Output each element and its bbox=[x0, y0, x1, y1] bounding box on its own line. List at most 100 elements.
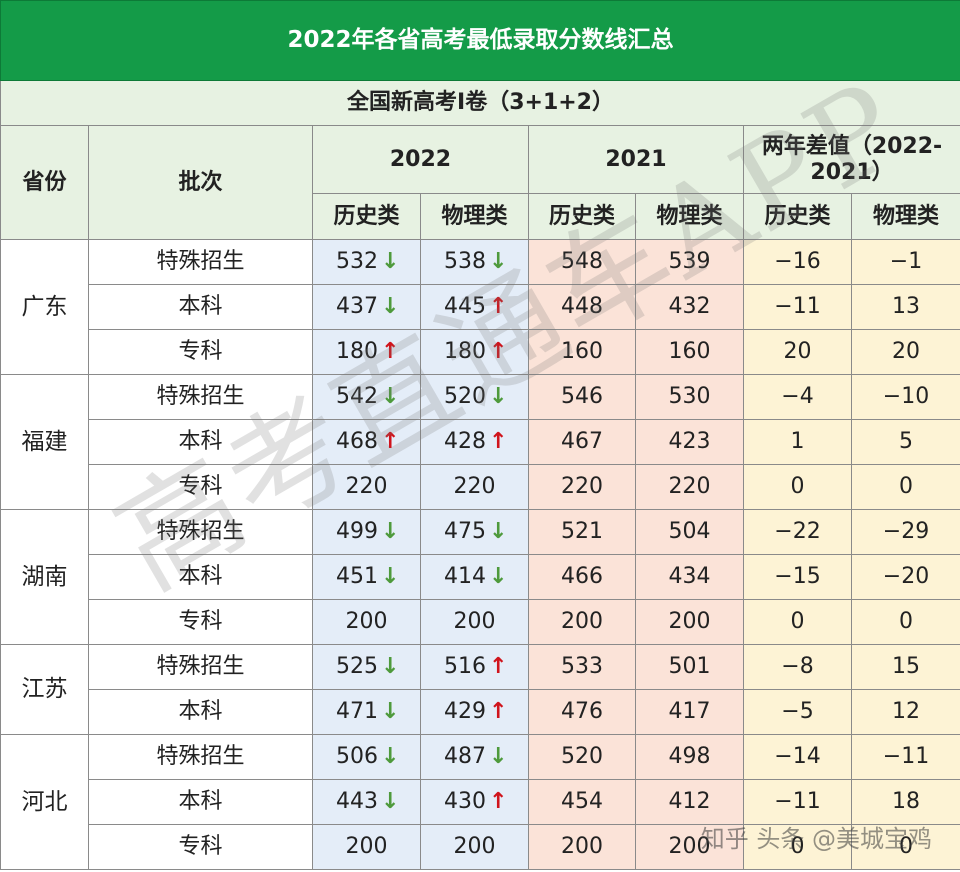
history-2021-cell: 448 bbox=[528, 284, 636, 330]
history-diff-cell: 0 bbox=[743, 824, 852, 870]
score-value: 443 bbox=[336, 789, 378, 815]
physics-2022-cell: 200 bbox=[420, 599, 529, 645]
physics-2021-cell: 504 bbox=[635, 509, 744, 555]
table-row: 河北 特殊招生 506 ↓ 487 ↓ 520 498 −14 −11 bbox=[0, 734, 960, 870]
history-2022-cell: 437 ↓ bbox=[312, 284, 421, 330]
physics-2021-cell: 432 bbox=[635, 284, 744, 330]
history-2022-cell: 220 bbox=[312, 464, 421, 510]
batch-header: 批次 bbox=[88, 125, 313, 240]
arrow-down-icon: ↓ bbox=[381, 699, 400, 725]
difference-header: 两年差值（2022-2021） bbox=[742, 125, 960, 194]
physics-2022-cell: 516 ↑ bbox=[420, 644, 529, 690]
batch-cell: 本科 bbox=[88, 689, 313, 735]
history-2022-cell: 471 ↓ bbox=[312, 689, 421, 735]
arrow-down-icon: ↓ bbox=[381, 564, 400, 590]
physics-2021-cell: 417 bbox=[635, 689, 744, 735]
physics-2022-cell: 430 ↑ bbox=[420, 779, 529, 825]
arrow-down-icon: ↓ bbox=[489, 744, 508, 770]
score-value: 516 bbox=[444, 654, 486, 680]
physics-2022-cell: 487 ↓ bbox=[420, 734, 529, 780]
physics-2021-cell: 539 bbox=[635, 239, 744, 285]
physics-2022-header: 物理类 bbox=[420, 193, 529, 240]
province-header: 省份 bbox=[0, 125, 89, 240]
score-value: 451 bbox=[336, 564, 378, 590]
arrow-down-icon: ↓ bbox=[381, 789, 400, 815]
table-row: 本科 437 ↓ 445 ↑ 448 432 −11 13 bbox=[1, 284, 960, 330]
table-row: 福建 特殊招生 542 ↓ 520 ↓ 546 530 −4 −10 bbox=[0, 374, 960, 510]
arrow-down-icon: ↓ bbox=[381, 654, 400, 680]
table-row: 专科 180 ↑ 180 ↑ 160 160 20 20 bbox=[1, 329, 960, 375]
province-name-cell: 湖南 bbox=[0, 509, 89, 645]
history-diff-cell: 0 bbox=[743, 464, 852, 510]
history-2021-cell: 520 bbox=[528, 734, 636, 780]
table-row: 专科 200 200 200 200 0 0 bbox=[1, 824, 960, 870]
history-2022-cell: 200 bbox=[312, 599, 421, 645]
score-value: 200 bbox=[453, 609, 496, 635]
history-2021-cell: 533 bbox=[528, 644, 636, 690]
physics-2022-cell: 200 bbox=[420, 824, 529, 870]
score-value: 532 bbox=[336, 249, 378, 275]
score-value: 538 bbox=[444, 249, 486, 275]
physics-2021-cell: 200 bbox=[635, 824, 744, 870]
arrow-down-icon: ↓ bbox=[489, 384, 508, 410]
province-name-cell: 江苏 bbox=[0, 644, 89, 735]
history-2021-cell: 466 bbox=[528, 554, 636, 600]
physics-diff-cell: 20 bbox=[850, 329, 960, 375]
arrow-up-icon: ↑ bbox=[489, 339, 508, 365]
score-value: 200 bbox=[345, 834, 388, 860]
arrow-up-icon: ↑ bbox=[381, 339, 400, 365]
history-2021-cell: 476 bbox=[528, 689, 636, 735]
score-value: 220 bbox=[345, 474, 388, 500]
table-row: 江苏 特殊招生 525 ↓ 516 ↑ 533 501 −8 15 bbox=[0, 644, 960, 735]
batch-cell: 特殊招生 bbox=[88, 239, 313, 285]
physics-2022-cell: 538 ↓ bbox=[420, 239, 529, 285]
score-value: 180 bbox=[444, 339, 486, 365]
physics-diff-cell: 15 bbox=[850, 644, 960, 690]
history-diff-cell: −22 bbox=[743, 509, 852, 555]
table-row: 湖南 特殊招生 499 ↓ 475 ↓ 521 504 −22 −29 bbox=[0, 509, 960, 645]
arrow-up-icon: ↑ bbox=[489, 699, 508, 725]
score-value: 200 bbox=[345, 609, 388, 635]
batch-cell: 本科 bbox=[88, 779, 313, 825]
history-diff-cell: −4 bbox=[743, 374, 852, 420]
score-value: 506 bbox=[336, 744, 378, 770]
table-row: 本科 468 ↑ 428 ↑ 467 423 1 5 bbox=[1, 419, 960, 465]
batch-cell: 本科 bbox=[88, 284, 313, 330]
arrow-up-icon: ↑ bbox=[489, 789, 508, 815]
arrow-up-icon: ↑ bbox=[489, 429, 508, 455]
history-diff-cell: −11 bbox=[743, 779, 852, 825]
batch-cell: 专科 bbox=[88, 329, 313, 375]
physics-2021-cell: 498 bbox=[635, 734, 744, 780]
arrow-up-icon: ↑ bbox=[489, 294, 508, 320]
physics-diff-cell: 0 bbox=[850, 599, 960, 645]
year-2022-header: 2022 bbox=[312, 125, 529, 194]
physics-diff-cell: −1 bbox=[850, 239, 960, 285]
history-2022-cell: 542 ↓ bbox=[312, 374, 421, 420]
score-value: 220 bbox=[453, 474, 496, 500]
physics-2021-cell: 423 bbox=[635, 419, 744, 465]
history-2022-cell: 468 ↑ bbox=[312, 419, 421, 465]
batch-cell: 专科 bbox=[88, 464, 313, 510]
history-diff-cell: 1 bbox=[743, 419, 852, 465]
province-name-cell: 福建 bbox=[0, 374, 89, 510]
history-2021-cell: 454 bbox=[528, 779, 636, 825]
batch-cell: 专科 bbox=[88, 599, 313, 645]
history-diff-cell: −11 bbox=[743, 284, 852, 330]
arrow-up-icon: ↑ bbox=[489, 654, 508, 680]
arrow-down-icon: ↓ bbox=[381, 384, 400, 410]
history-2022-cell: 532 ↓ bbox=[312, 239, 421, 285]
physics-2022-cell: 180 ↑ bbox=[420, 329, 529, 375]
arrow-up-icon: ↑ bbox=[381, 429, 400, 455]
physics-2022-cell: 414 ↓ bbox=[420, 554, 529, 600]
score-value: 445 bbox=[444, 294, 486, 320]
physics-2022-cell: 429 ↑ bbox=[420, 689, 529, 735]
table-row: 本科 451 ↓ 414 ↓ 466 434 −15 −20 bbox=[1, 554, 960, 600]
history-2021-cell: 200 bbox=[528, 599, 636, 645]
history-2021-header: 历史类 bbox=[528, 193, 636, 240]
history-2022-cell: 499 ↓ bbox=[312, 509, 421, 555]
batch-cell: 本科 bbox=[88, 419, 313, 465]
score-value: 520 bbox=[444, 384, 486, 410]
arrow-down-icon: ↓ bbox=[381, 249, 400, 275]
